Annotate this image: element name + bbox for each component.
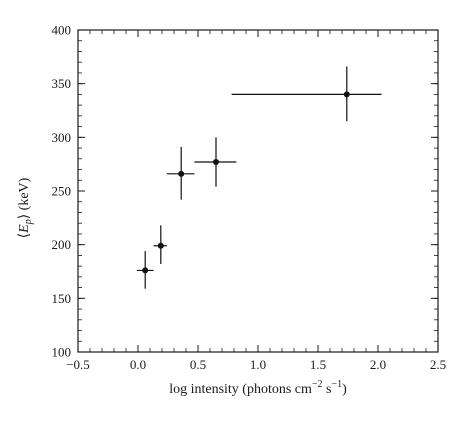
x-tick-label: 2.0 (370, 357, 386, 372)
data-point (157, 242, 164, 249)
y-tick-label: 250 (52, 184, 72, 199)
data-point-group (231, 66, 382, 122)
y-tick-label: 150 (52, 291, 72, 306)
data-point-group (136, 251, 154, 289)
x-axis-label-sup1: −2 (312, 379, 323, 390)
x-axis-label-end: ) (342, 382, 347, 397)
x-axis-label-mid: s (323, 382, 332, 397)
y-axis-label-rest: ⟩ (keV) (17, 177, 32, 219)
y-tick-label: 350 (52, 76, 72, 91)
data-point-group (166, 146, 195, 200)
x-tick-label: 1.5 (310, 357, 326, 372)
y-tick-label: 100 (52, 345, 72, 360)
data-point (142, 267, 149, 274)
x-tick-label: 0.5 (190, 357, 206, 372)
data-point (213, 159, 219, 166)
y-tick-label: 300 (52, 130, 72, 145)
x-tick-label: 2.5 (430, 357, 446, 372)
data-point (343, 91, 350, 98)
y-axis-label-open: ⟨ (17, 233, 32, 238)
y-tick-label: 200 (52, 237, 72, 252)
plot-frame (77, 29, 439, 353)
x-axis-label: log intensity (photons cm−2 s−1) (169, 379, 347, 397)
x-tick-label: −0.5 (66, 357, 90, 372)
y-tick-label: 400 (52, 23, 72, 38)
y-axis-label-sub: p (23, 219, 34, 225)
y-axis-label-var: E (17, 224, 32, 234)
data-point-group (153, 225, 167, 264)
data-point (178, 170, 185, 177)
data-point-group (194, 137, 237, 187)
y-axis-label: ⟨Ep⟩ (keV) (17, 177, 34, 238)
x-tick-label: 0.0 (130, 357, 146, 372)
x-tick-label: 1.0 (250, 357, 266, 372)
x-axis-label-sup2: −1 (332, 379, 343, 390)
x-axis-label-main: log intensity (photons cm (169, 382, 312, 397)
